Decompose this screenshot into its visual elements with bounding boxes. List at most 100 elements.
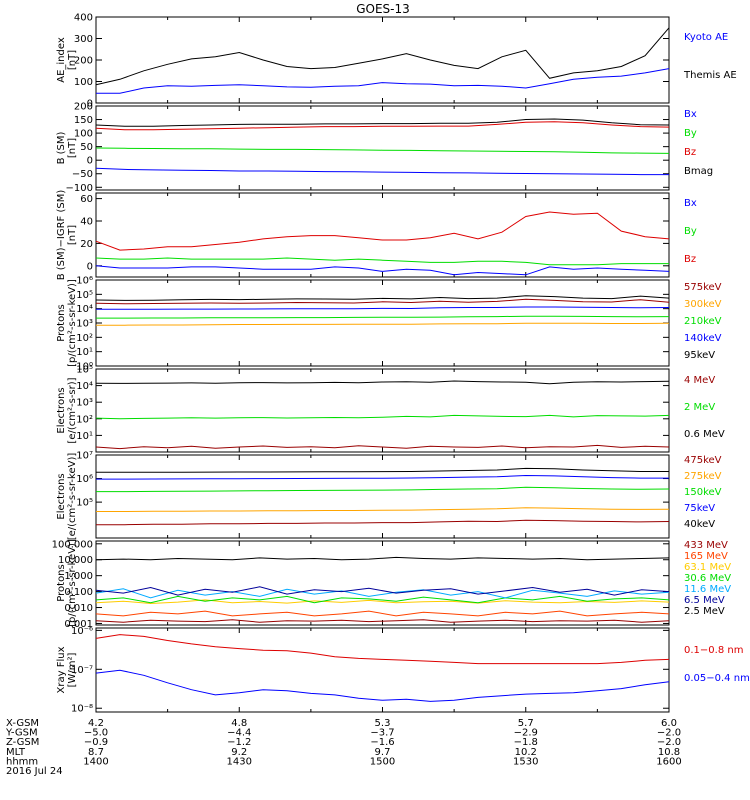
y-axis-unit-label: [p/(cm²-s-sr-keV)] — [67, 279, 78, 367]
legend-entry-by: By — [684, 128, 697, 139]
legend-entry-bx: Bx — [684, 198, 697, 209]
series-line-75kev — [96, 474, 669, 480]
ephemeris-value: 1400 — [83, 756, 108, 767]
ephemeris-value: −1.8 — [514, 737, 538, 748]
ephemeris-row-label: MLT — [6, 747, 26, 758]
legend-entry-30-6-mev: 30.6 MeV — [684, 573, 731, 584]
y-axis-label: AE_index — [56, 37, 67, 83]
legend-entry-475kev: 475keV — [684, 455, 722, 466]
legend-entry-40kev: 40keV — [684, 519, 715, 530]
ephemeris-row-label: hhmm — [6, 756, 38, 767]
ephemeris-row-label: Y-GSM — [5, 728, 38, 739]
series-line-kyoto-ae — [96, 68, 670, 94]
ephemeris-value: 9.7 — [375, 747, 391, 758]
legend-entry-575kev: 575keV — [684, 282, 722, 293]
y-tick-label: 10² — [76, 414, 93, 425]
y-tick-label: 10.000 — [58, 555, 93, 566]
legend-entry-bmag: Bmag — [684, 166, 713, 177]
series-line-bz — [95, 211, 670, 251]
y-tick-label: 0.001 — [64, 619, 93, 630]
series-line-63-1-mev — [95, 599, 670, 605]
series-line-210kev — [96, 315, 670, 319]
y-tick-label: 10⁴ — [76, 304, 93, 315]
ephemeris-value: 4.8 — [231, 718, 247, 729]
y-tick-label: 10² — [76, 333, 93, 344]
ephemeris-row-label: Z-GSM — [6, 737, 39, 748]
series-line-0-1-0-8-nm — [95, 634, 670, 665]
series-line-themis-ae — [95, 27, 670, 86]
y-tick-label: 10⁵ — [76, 498, 93, 509]
panel-4: 10⁰ 10¹ 10² 10³ 10⁴ 10⁵ 10⁶ Protons [p/(cm²-s-sr… — [56, 276, 722, 373]
y-tick-label: 10⁵ — [76, 290, 93, 301]
y-tick-label: 10⁻⁶ — [71, 626, 93, 637]
y-tick-label: 10⁶ — [76, 276, 93, 287]
y-tick-label: 20 — [80, 239, 93, 250]
y-tick-label: 100 — [74, 77, 93, 88]
legend-entry-140kev: 140keV — [684, 333, 722, 344]
legend-entry-275kev: 275keV — [684, 471, 722, 482]
y-tick-label: 10⁷ — [76, 451, 93, 462]
y-tick-label: 0 — [87, 99, 93, 110]
y-tick-label: 100 — [74, 129, 93, 140]
panel-2-frame — [95, 105, 670, 191]
series-line-300kev — [96, 322, 670, 326]
ephemeris-value: 1530 — [513, 756, 538, 767]
y-axis-label: Protons — [56, 304, 67, 341]
y-tick-label: 10¹ — [76, 347, 93, 358]
ephemeris-value: 5.7 — [518, 718, 534, 729]
series-line-40kev — [96, 467, 669, 473]
legend-entry-by: By — [684, 226, 697, 237]
y-axis-unit-label: [p/(cm²-s-sr-keV)] — [67, 539, 78, 627]
y-tick-label: 0.100 — [64, 587, 93, 598]
ephemeris-value: −1.6 — [370, 737, 394, 748]
y-tick-label: 60 — [80, 194, 93, 205]
y-tick-label: 200 — [74, 102, 93, 113]
y-tick-label: 10⁻⁷ — [71, 665, 93, 676]
y-tick-label: 10⁴ — [76, 381, 93, 392]
series-line-0-05-0-4-nm — [95, 669, 670, 702]
y-axis-label: Electrons — [56, 473, 67, 519]
legend-entry-0-6-mev: 0.6 MeV — [684, 429, 725, 440]
legend-entry-63-1-mev: 63.1 MeV — [684, 562, 731, 573]
ephemeris-value: 1430 — [227, 756, 252, 767]
legend-entry-11-6-mev: 11.6 MeV — [684, 584, 731, 595]
y-tick-label: −50 — [72, 169, 93, 180]
legend-entry-2-mev: 2 MeV — [684, 402, 715, 413]
ephemeris-value: 5.3 — [375, 718, 391, 729]
y-tick-label: 50 — [80, 142, 93, 153]
series-line-bz — [95, 121, 670, 131]
legend-entry-bz: Bz — [684, 147, 696, 158]
y-axis-unit-label: [nT] — [67, 50, 78, 70]
panel-8: 10⁻⁸ 10⁻⁷ 10⁻⁶ Xray Flux [W/m²] 0.1−0.8 nm 0.0… — [56, 626, 750, 715]
ephemeris-value: −1.2 — [227, 737, 251, 748]
series-line-275kev — [96, 507, 670, 512]
y-tick-label: 0.010 — [64, 603, 93, 614]
y-axis-unit-label: [e/(cm²-s-sr)] — [67, 377, 78, 443]
ephemeris-value: 10.2 — [515, 747, 537, 758]
series-line-by — [95, 257, 669, 266]
ephemeris-value: 1500 — [370, 756, 395, 767]
panel-1: 0 100 200 300 400 AE_index [nT] Kyoto AE Themis … — [56, 13, 737, 110]
panel-7-frame — [95, 540, 670, 626]
legend-entry-150kev: 150keV — [684, 487, 722, 498]
y-tick-label: 200 — [74, 56, 93, 67]
y-tick-label: 10³ — [76, 398, 93, 409]
legend-entry-kyoto-ae: Kyoto AE — [684, 32, 728, 43]
ephemeris-value: −2.0 — [657, 728, 681, 739]
legend-entry-433-mev: 433 MeV — [684, 540, 728, 551]
legend-entry-75kev: 75keV — [684, 503, 715, 514]
y-tick-label: 10¹ — [76, 431, 93, 442]
ephemeris-value: −4.4 — [227, 728, 251, 739]
legend-entry-210kev: 210keV — [684, 316, 722, 327]
series-line-165-mev — [95, 610, 670, 617]
series-line-2-5-mev — [95, 556, 670, 561]
series-line-bx — [95, 265, 670, 276]
series-line-433-mev — [95, 619, 670, 623]
y-axis-label: Xray Flux — [56, 646, 67, 693]
ephemeris-value: −0.9 — [84, 737, 108, 748]
y-tick-label: 150 — [74, 115, 93, 126]
y-axis-label: Electrons — [56, 387, 67, 433]
panel-5: 10¹ 10² 10³ 10⁴ 10⁵ Electrons [e/(cm²-s-sr)] 4 … — [56, 365, 725, 453]
